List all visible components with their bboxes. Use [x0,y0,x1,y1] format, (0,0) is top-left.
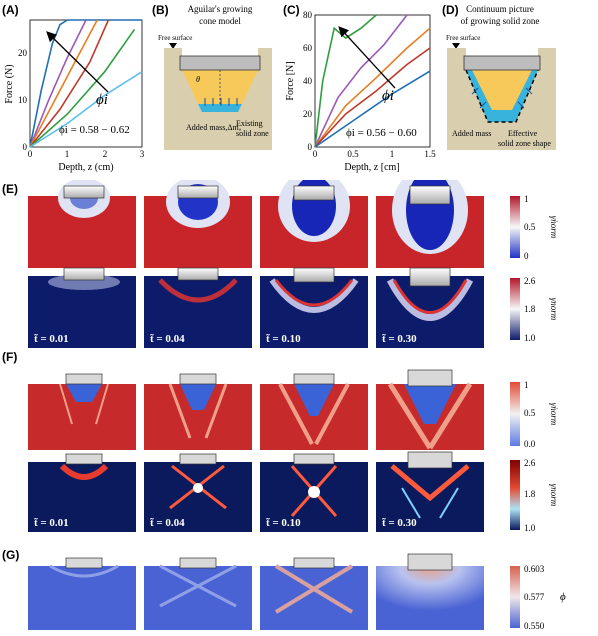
colorbar-tick: 0.0 [524,439,536,449]
colorbar-tick: 0.550 [524,621,545,631]
colorbar-tick: 1.8 [524,304,536,314]
colorbar-tick: 0.577 [524,592,545,602]
colorbar-tick: 1 [524,194,529,204]
colorbar-label: γ̇norm [549,216,559,239]
colorbar-e-top: 1 0.5 0 γ̇norm [510,194,559,261]
colorbar-tick: 2.6 [524,458,536,468]
colorbar-f-bottom: 2.6 1.8 1.0 γnorm [510,458,559,533]
colorbar-g: 0.603 0.577 0.550 ϕ [510,564,566,631]
colorbar-label: γnorm [549,484,559,507]
colorbar-tick: 0.5 [524,408,536,418]
colorbar-e-bottom: 2.6 1.8 1.0 γnorm [510,276,559,343]
colorbar-tick: 2.6 [524,276,536,286]
colorbar-tick: 1.8 [524,489,536,499]
colorbar-tick: 1 [524,380,529,390]
colorbar-tick: 0.603 [524,564,545,574]
colorbar-label: ϕ [560,591,566,603]
colorbar-f-top: 1 0.5 0.0 γ̇norm [510,380,559,449]
colorbar-tick: 0 [524,251,529,261]
colorbar-tick: 0.5 [524,222,536,232]
colorbar-label: γnorm [549,298,559,321]
colorbar-tick: 1.0 [524,333,536,343]
colorbar-label: γ̇norm [549,403,559,426]
colorbar-tick: 1.0 [524,523,536,533]
